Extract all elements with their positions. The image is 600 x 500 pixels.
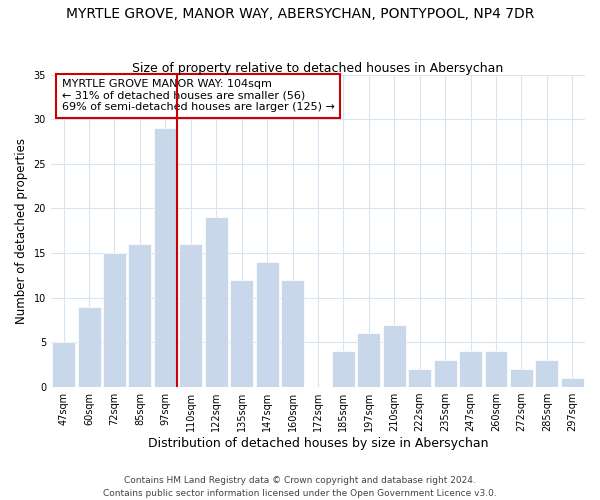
Bar xyxy=(510,369,533,387)
Y-axis label: Number of detached properties: Number of detached properties xyxy=(15,138,28,324)
Text: MYRTLE GROVE MANOR WAY: 104sqm
← 31% of detached houses are smaller (56)
69% of : MYRTLE GROVE MANOR WAY: 104sqm ← 31% of … xyxy=(62,79,334,112)
Bar xyxy=(535,360,558,387)
Bar xyxy=(408,369,431,387)
Bar xyxy=(383,324,406,387)
Bar xyxy=(256,262,278,387)
Bar xyxy=(561,378,584,387)
Bar xyxy=(485,352,508,387)
Bar xyxy=(154,128,177,387)
Bar xyxy=(230,280,253,387)
Bar xyxy=(459,352,482,387)
Bar xyxy=(52,342,75,387)
Bar xyxy=(358,334,380,387)
Bar xyxy=(281,280,304,387)
Bar xyxy=(128,244,151,387)
X-axis label: Distribution of detached houses by size in Abersychan: Distribution of detached houses by size … xyxy=(148,437,488,450)
Text: Contains HM Land Registry data © Crown copyright and database right 2024.
Contai: Contains HM Land Registry data © Crown c… xyxy=(103,476,497,498)
Bar xyxy=(77,306,101,387)
Bar xyxy=(103,253,126,387)
Title: Size of property relative to detached houses in Abersychan: Size of property relative to detached ho… xyxy=(133,62,503,74)
Bar xyxy=(434,360,457,387)
Bar xyxy=(205,218,227,387)
Text: MYRTLE GROVE, MANOR WAY, ABERSYCHAN, PONTYPOOL, NP4 7DR: MYRTLE GROVE, MANOR WAY, ABERSYCHAN, PON… xyxy=(66,8,534,22)
Bar xyxy=(179,244,202,387)
Bar xyxy=(332,352,355,387)
